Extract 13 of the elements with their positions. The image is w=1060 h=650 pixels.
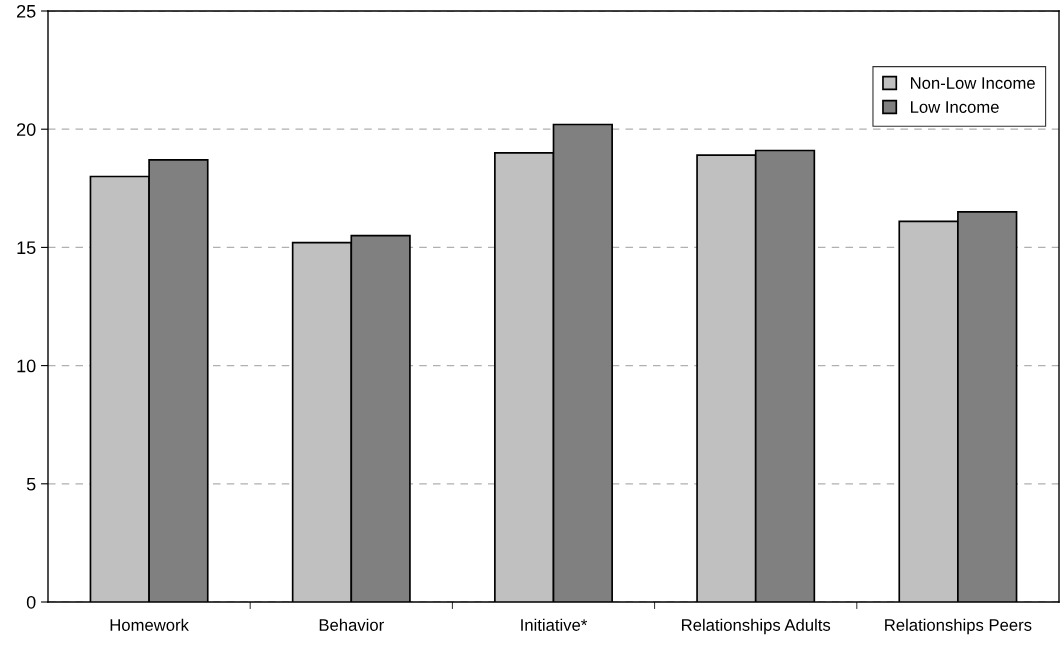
y-tick-label: 15 xyxy=(17,241,36,255)
y-tick-label: 0 xyxy=(26,595,36,609)
y-tick-label: 10 xyxy=(17,359,36,373)
x-tick-label: Homework xyxy=(110,618,189,631)
x-tick-label: Behavior xyxy=(319,618,384,631)
x-tick-label: Relationships Adults xyxy=(682,618,831,635)
y-tick-label: 25 xyxy=(17,4,36,18)
y-tick-label: 20 xyxy=(17,123,36,136)
y-tick-label: 5 xyxy=(26,477,36,491)
x-tick-label: Initiative* xyxy=(521,618,588,631)
legend-label: Low Income xyxy=(911,101,999,113)
legend-label: Non-Low Income xyxy=(911,77,1035,89)
x-tick-label: Relationships Peers xyxy=(885,618,1032,635)
